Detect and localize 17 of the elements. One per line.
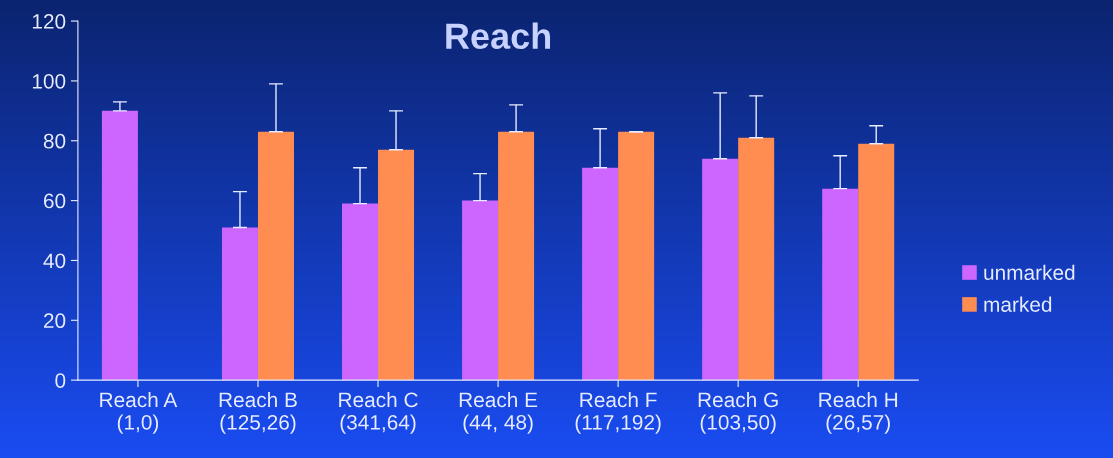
legend-label: unmarked xyxy=(984,264,1075,280)
x-tick-label: Reach B (125,26) xyxy=(219,391,297,434)
y-tick-label: 20 xyxy=(43,313,66,329)
x-tick-label: Reach G (103,50) xyxy=(698,391,778,434)
y-tick-label: 0 xyxy=(55,373,66,388)
x-tick-label: Reach A (1,0) xyxy=(100,391,178,434)
chart-title: Reach xyxy=(446,22,551,49)
y-tick-label: 60 xyxy=(43,193,66,209)
y-tick-label: 40 xyxy=(43,253,66,269)
y-tick-label: 100 xyxy=(32,73,66,89)
x-tick-label: Reach E (44, 48) xyxy=(459,391,538,434)
y-tick-label: 120 xyxy=(32,14,66,29)
x-tick-label: Reach C (341,64) xyxy=(339,391,418,434)
x-tick-label: Reach F (117,192) xyxy=(575,391,661,434)
y-tick-label: 80 xyxy=(43,133,66,149)
x-tick-label: Reach H (26,57) xyxy=(819,391,898,434)
legend-label: marked xyxy=(984,296,1052,312)
